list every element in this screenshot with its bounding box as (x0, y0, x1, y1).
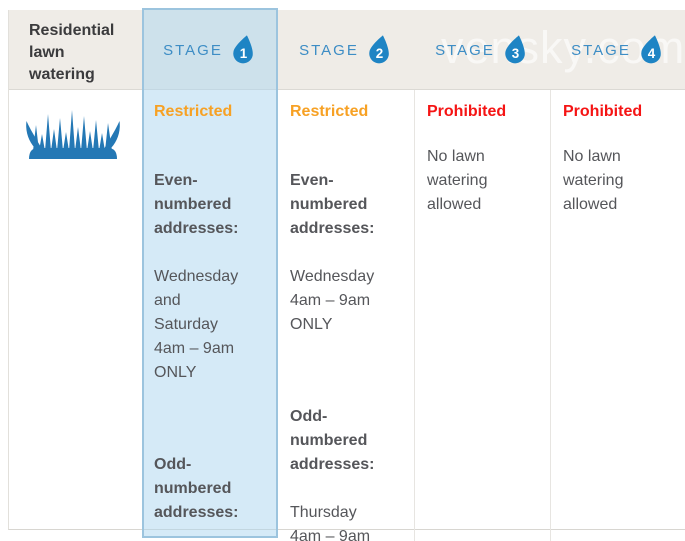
stage-1-cell: Restricted Even- numbered addresses: Wed… (142, 90, 278, 541)
stage-label: STAGE (435, 41, 495, 59)
odd-schedule: Thursday 4am – 9am ONLY (290, 504, 371, 541)
water-drop-icon: 2 (369, 34, 389, 63)
stage-1-highlight (142, 8, 278, 538)
odd-addresses-heading: Odd- numbered addresses: (154, 456, 239, 521)
stage-2-header: STAGE 2 (278, 10, 414, 90)
schedule-table: vensky.com Residential lawn watering STA… (8, 8, 685, 541)
even-addresses-heading: Even- numbered addresses: (290, 172, 375, 237)
status-text: Restricted (154, 103, 233, 120)
stage-label: STAGE (299, 41, 359, 59)
odd-addresses-section: Odd- numbered addresses: Thursday and Su… (154, 429, 266, 541)
stage-4-header: STAGE 4 (550, 10, 685, 90)
even-addresses-section: Even- numbered addresses: Wednesday 4am … (290, 145, 402, 361)
stage-label: STAGE (163, 41, 223, 59)
stage-3-header: STAGE 3 (414, 10, 550, 90)
stage-number: 4 (648, 46, 656, 61)
stage-number: 1 (240, 46, 248, 61)
odd-addresses-section: Odd- numbered addresses: Thursday 4am – … (290, 381, 402, 541)
water-drop-icon: 1 (233, 34, 253, 63)
even-addresses-section: Even- numbered addresses: Wednesday and … (154, 145, 266, 409)
stage-3-cell: Prohibited No lawn watering allowed (414, 90, 550, 541)
even-addresses-heading: Even- numbered addresses: (154, 172, 239, 237)
status-text: Prohibited (563, 103, 643, 120)
stage-number: 3 (512, 46, 519, 61)
grass-icon (26, 110, 120, 159)
row-icon-cell (9, 90, 142, 541)
odd-addresses-heading: Odd- numbered addresses: (290, 408, 375, 473)
body-row: Restricted Even- numbered addresses: Wed… (9, 90, 685, 541)
even-schedule: Wednesday 4am – 9am ONLY (290, 268, 375, 333)
even-schedule: Wednesday and Saturday 4am – 9am ONLY (154, 268, 239, 381)
stage-label: STAGE (571, 41, 631, 59)
stage-number: 2 (376, 46, 383, 61)
status-text: Prohibited (427, 103, 507, 120)
water-drop-icon: 3 (505, 34, 525, 63)
header-row: Residential lawn watering STAGE 1 STAGE … (9, 10, 685, 90)
stage-1-header: STAGE 1 (142, 10, 278, 90)
no-watering-note: No lawn watering allowed (427, 148, 488, 213)
status-text: Restricted (290, 103, 369, 120)
stage-4-cell: Prohibited No lawn watering allowed (550, 90, 685, 541)
no-watering-note: No lawn watering allowed (563, 148, 624, 213)
row-header-residential-lawn-watering: Residential lawn watering (29, 22, 115, 83)
water-drop-icon: 4 (641, 34, 661, 63)
stage-2-cell: Restricted Even- numbered addresses: Wed… (278, 90, 414, 541)
header-row-background (9, 10, 685, 90)
